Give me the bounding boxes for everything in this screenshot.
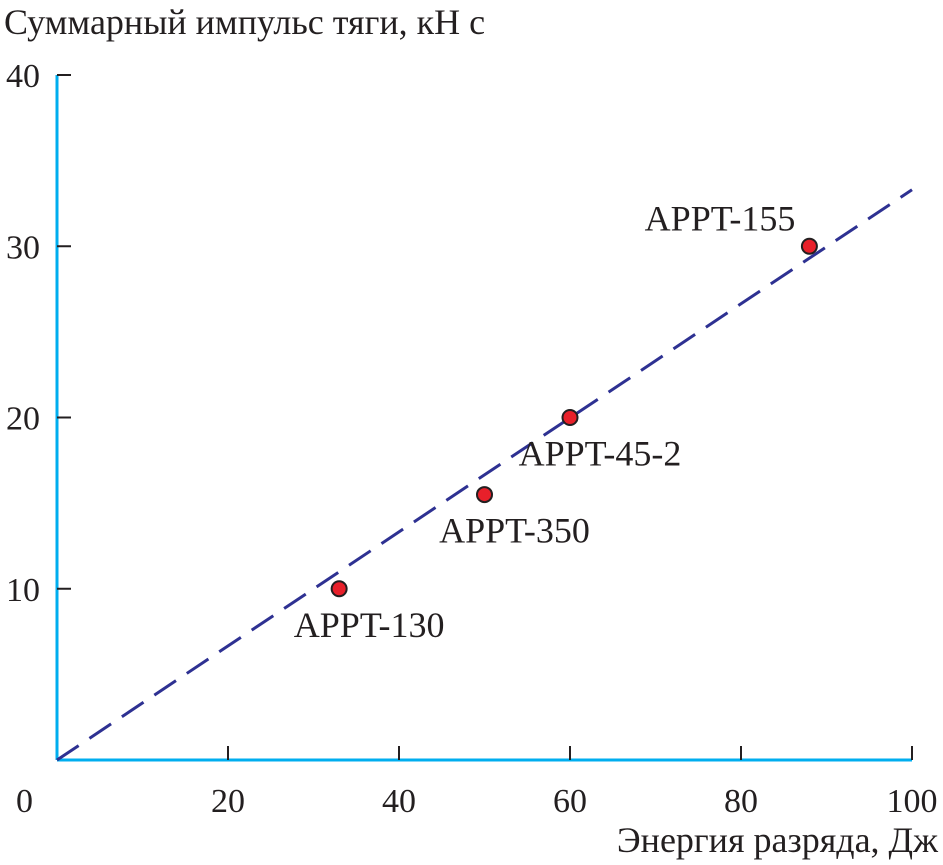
fit-line bbox=[56, 188, 913, 762]
axes bbox=[55, 75, 912, 762]
x-tick-label: 80 bbox=[724, 783, 758, 820]
data-points: APPT-130 APPT-350 APPT-45-2 APPT-155 bbox=[294, 198, 818, 645]
x-axis-label: Энергия разряда, Дж bbox=[617, 820, 939, 860]
y-tick-label: 30 bbox=[6, 229, 40, 266]
point-label: APPT-130 bbox=[294, 605, 445, 645]
data-point bbox=[800, 237, 818, 255]
x-tick-label: 100 bbox=[887, 783, 938, 820]
x-tick-label: 60 bbox=[553, 783, 587, 820]
y-axis-label: Суммарный импульс тяги, кН с bbox=[4, 2, 485, 42]
x-tick-label: 0 bbox=[16, 783, 33, 820]
point-label: APPT-45-2 bbox=[519, 434, 682, 474]
x-tick-label: 40 bbox=[382, 783, 416, 820]
fit-line-group bbox=[56, 188, 913, 762]
y-tick-label: 40 bbox=[6, 58, 40, 95]
data-point bbox=[476, 486, 493, 504]
y-tick-label: 20 bbox=[6, 401, 40, 438]
ticks: 0 20 40 60 80 100 10 20 30 40 bbox=[6, 58, 938, 820]
y-tick-label: 10 bbox=[6, 572, 40, 609]
point-label: APPT-350 bbox=[439, 511, 590, 551]
point-label: APPT-155 bbox=[645, 198, 796, 238]
data-point bbox=[330, 580, 348, 598]
data-point bbox=[561, 409, 579, 426]
x-tick-label: 20 bbox=[211, 783, 245, 820]
